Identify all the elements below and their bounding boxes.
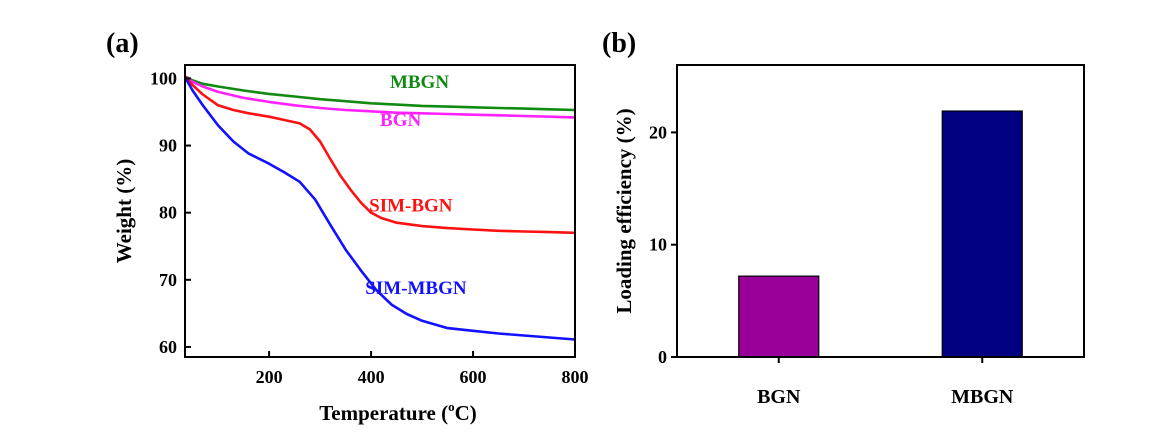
category-label-bgn: BGN	[757, 386, 801, 408]
y-tick-label: 80	[159, 203, 177, 223]
bar-mbgn	[941, 110, 1023, 358]
series-line-mbgn	[184, 75, 576, 112]
panel-a-label: (a)	[106, 28, 139, 59]
y-tick-label: 90	[159, 136, 177, 156]
x-tick-label: 600	[460, 367, 487, 387]
category-label-mbgn: MBGN	[951, 386, 1014, 408]
series-label-sim-bgn: SIM-BGN	[369, 195, 453, 216]
series-line-sim-mbgn	[183, 76, 576, 341]
panel-a-series-labels: MBGN BGN SIM-BGN SIM-MBGN	[365, 72, 467, 299]
panel-b-axis-ticks: BGN MBGN 0 10 20	[649, 122, 1014, 408]
y-tick-label: 70	[159, 270, 177, 290]
series-line-sim-bgn	[184, 75, 576, 235]
panel-b-bar-layer	[738, 110, 1023, 358]
panel-b-plot-frame	[676, 64, 1085, 358]
bar-bgn	[738, 275, 820, 358]
panel-a-series-layer	[183, 75, 576, 341]
series-label-bgn: BGN	[380, 110, 421, 131]
x-tick-label: 400	[358, 367, 385, 387]
panel-a-x-axis-label: Temperature (oC)	[319, 399, 477, 425]
series-line-bgn	[184, 75, 576, 119]
panel-a-axis-ticks: 200 400 600 800 60 70 80 90 100	[150, 68, 589, 387]
panel-a-plot-frame	[184, 64, 576, 358]
x-tick-label: 200	[256, 367, 283, 387]
y-tick-label: 60	[159, 337, 177, 357]
panel-a: (a) 200 400 600 800 60 70 80 90 100 MBGN BGN SIM-B…	[106, 28, 589, 425]
y-tick-label: 100	[150, 68, 177, 88]
x-tick-label: 800	[562, 367, 589, 387]
y-tick-label: 0	[658, 347, 667, 367]
y-tick-label: 10	[649, 235, 667, 255]
panel-a-y-axis-label: Weight (%)	[112, 159, 136, 263]
panel-b-label: (b)	[602, 28, 636, 59]
panel-b: (b) BGN MBGN 0 10 20 Loading efficiency (%)	[602, 28, 1085, 408]
series-label-sim-mbgn: SIM-MBGN	[365, 278, 467, 299]
y-tick-label: 20	[649, 122, 667, 142]
series-label-mbgn: MBGN	[390, 72, 449, 93]
panel-b-y-axis-label: Loading efficiency (%)	[612, 108, 636, 313]
